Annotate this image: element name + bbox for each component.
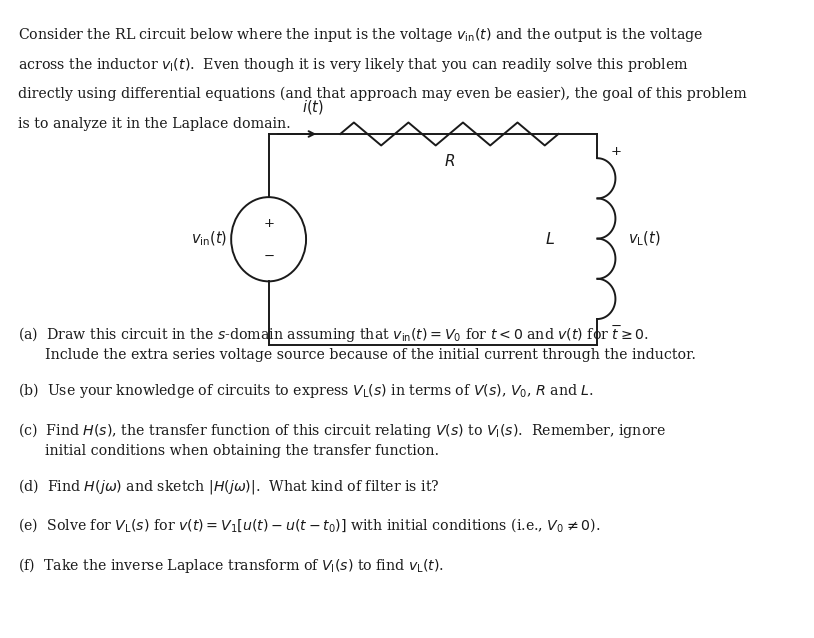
Text: $+$: $+$ xyxy=(610,145,621,158)
Text: $-$: $-$ xyxy=(263,249,274,262)
Text: across the inductor $v_{\rm I}(t)$.  Even though it is very likely that you can : across the inductor $v_{\rm I}(t)$. Even… xyxy=(18,56,689,74)
Text: $-$: $-$ xyxy=(610,319,621,332)
Text: $v_{\rm in}(t)$: $v_{\rm in}(t)$ xyxy=(190,230,227,248)
Text: (a)  Draw this circuit in the $s$-domain assuming that $v_{\rm in}(t) = V_0$ for: (a) Draw this circuit in the $s$-domain … xyxy=(18,325,649,345)
Text: $i(t)$: $i(t)$ xyxy=(302,98,323,116)
Text: $R$: $R$ xyxy=(444,153,455,169)
Text: Include the extra series voltage source because of the initial current through t: Include the extra series voltage source … xyxy=(18,348,696,362)
Text: (f)  Take the inverse Laplace transform of $V_{\rm I}(s)$ to find $v_{\rm L}(t)$: (f) Take the inverse Laplace transform o… xyxy=(18,556,444,575)
Text: Consider the RL circuit below where the input is the voltage $v_{\rm in}(t)$ and: Consider the RL circuit below where the … xyxy=(18,26,703,43)
Text: is to analyze it in the Laplace domain.: is to analyze it in the Laplace domain. xyxy=(18,117,291,131)
Text: directly using differential equations (and that approach may even be easier), th: directly using differential equations (a… xyxy=(18,87,746,101)
Text: initial conditions when obtaining the transfer function.: initial conditions when obtaining the tr… xyxy=(18,444,439,457)
Text: (c)  Find $H(s)$, the transfer function of this circuit relating $V(s)$ to $V_{\: (c) Find $H(s)$, the transfer function o… xyxy=(18,421,666,440)
Text: (d)  Find $H(j\omega)$ and sketch $|H(j\omega)|$.  What kind of filter is it?: (d) Find $H(j\omega)$ and sketch $|H(j\o… xyxy=(18,477,440,496)
Text: (b)  Use your knowledge of circuits to express $V_{\rm L}(s)$ in terms of $V(s)$: (b) Use your knowledge of circuits to ex… xyxy=(18,382,594,401)
Text: (e)  Solve for $V_{\rm L}(s)$ for $v(t) = V_1[u(t) - u(t - t_0)]$ with initial c: (e) Solve for $V_{\rm L}(s)$ for $v(t) =… xyxy=(18,517,600,534)
Text: $L$: $L$ xyxy=(545,230,555,247)
Text: $+$: $+$ xyxy=(263,217,274,230)
Text: $v_{\rm L}(t)$: $v_{\rm L}(t)$ xyxy=(628,230,661,248)
